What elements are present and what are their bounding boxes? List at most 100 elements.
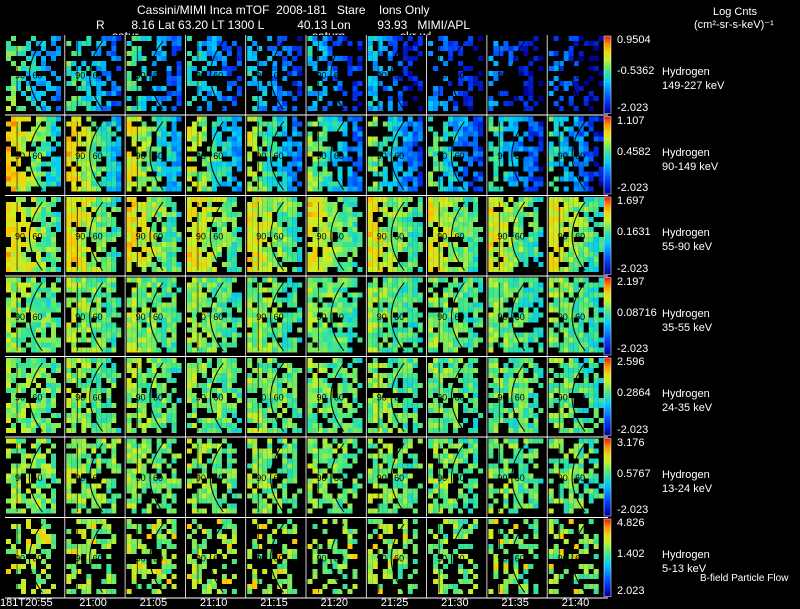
panel-annotation-90: 90 bbox=[497, 70, 507, 80]
energy-range-label: 55-90 keV bbox=[662, 241, 713, 254]
units-label-line1: Log Cnts bbox=[713, 6, 758, 18]
panel-annotation-60: 60 bbox=[32, 553, 42, 563]
heatmap-panel: 90 60 bbox=[547, 518, 607, 598]
heatmap-panel: 90 60 bbox=[5, 437, 65, 517]
heatmap-panel: 90 60 bbox=[366, 518, 427, 598]
heatmap-panel: 90 60 bbox=[427, 196, 487, 276]
panel-annotation-60: 60 bbox=[213, 312, 223, 322]
panel-annotation-60: 60 bbox=[32, 392, 42, 402]
panel-annotation-90: 90 bbox=[196, 473, 206, 483]
heatmap-panel: 90 60 bbox=[246, 518, 306, 598]
panel-annotation-90: 90 bbox=[497, 312, 507, 322]
panel-annotation-90: 90 bbox=[15, 312, 25, 322]
panel-annotation-90: 90 bbox=[437, 473, 447, 483]
panel-annotation-60: 60 bbox=[454, 312, 464, 322]
panel-annotation-90: 90 bbox=[497, 473, 507, 483]
heatmap-panel: 90 60 bbox=[547, 276, 607, 356]
heatmap-panel: 90 60 bbox=[185, 518, 246, 598]
panel-annotation-90: 90 bbox=[377, 151, 387, 161]
panel-annotation-90: 90 bbox=[558, 473, 568, 483]
panel-annotation-60: 60 bbox=[394, 151, 404, 161]
heatmap-panel: 90 60 bbox=[427, 115, 487, 195]
panel-annotation-90: 90 bbox=[75, 312, 85, 322]
colorbar-max-label: 2.596 bbox=[617, 356, 645, 368]
heatmap-panel: 90 60 bbox=[65, 437, 125, 517]
panel-annotation-90: 90 bbox=[256, 473, 266, 483]
panel-annotation-60: 60 bbox=[153, 151, 163, 161]
panel-annotation-90: 90 bbox=[497, 553, 507, 563]
panel-annotation-90: 90 bbox=[15, 392, 25, 402]
panel-annotation-90: 90 bbox=[196, 70, 206, 80]
colorbar-min-label: -2.023 bbox=[617, 504, 649, 516]
panel-annotation-90: 90 bbox=[196, 312, 206, 322]
colorbar-mid-label: 0.4582 bbox=[617, 145, 651, 158]
heatmap-panel: 90 60 bbox=[366, 196, 427, 276]
heatmap-panel: 90 60 bbox=[125, 518, 185, 598]
panel-annotation-90: 90 bbox=[377, 312, 387, 322]
panel-annotation-90: 90 bbox=[377, 553, 387, 563]
colorbar-max-label: 4.826 bbox=[617, 517, 645, 529]
panel-annotation-60: 60 bbox=[93, 392, 103, 402]
panel-annotation-90: 90 bbox=[558, 151, 568, 161]
heatmap-panel: 90 60 bbox=[487, 115, 547, 195]
time-tick-label: 21:20 bbox=[320, 597, 349, 609]
species-label: Hydrogen bbox=[662, 549, 710, 562]
heatmap-panel: 90 60 bbox=[65, 196, 125, 276]
species-label: Hydrogen bbox=[662, 388, 710, 401]
panel-annotation-60: 60 bbox=[334, 70, 344, 80]
heatmap-panel: 90 60 bbox=[65, 276, 125, 356]
colorbar-mid-label: 0.1631 bbox=[617, 226, 651, 239]
time-tick-label: 21:10 bbox=[199, 597, 228, 609]
heatmap-panel: 90 60 bbox=[306, 35, 366, 115]
energy-range-label: 90-149 keV bbox=[662, 160, 719, 173]
panel-annotation-60: 60 bbox=[153, 392, 163, 402]
panel-annotation-60: 60 bbox=[274, 553, 284, 563]
panel-annotation-90: 90 bbox=[136, 231, 146, 241]
heatmap-panel: 90 60 bbox=[246, 196, 306, 276]
panel-annotation-60: 60 bbox=[274, 231, 284, 241]
heatmap-panel: 90 60 bbox=[547, 357, 607, 437]
heatmap-panel: 90 60 bbox=[487, 276, 547, 356]
panel-annotation-60: 60 bbox=[213, 70, 223, 80]
panel-annotation-90: 90 bbox=[377, 473, 387, 483]
heatmap-panel: 90 60 bbox=[185, 357, 246, 437]
panel-annotation-60: 60 bbox=[93, 70, 103, 80]
colorbar bbox=[603, 116, 612, 195]
heatmap-panel: 90 60 bbox=[185, 437, 246, 517]
panel-annotation-60: 60 bbox=[515, 473, 525, 483]
panel-annotation-60: 60 bbox=[394, 312, 404, 322]
colorbar-mid-label: 0.08716 bbox=[617, 306, 657, 319]
heatmap-panel: 90 60 bbox=[366, 276, 427, 356]
panel-annotation-90: 90 bbox=[377, 392, 387, 402]
panel-annotation-90: 90 bbox=[256, 151, 266, 161]
panel-annotation-90: 90 bbox=[196, 392, 206, 402]
panel-annotation-60: 60 bbox=[153, 312, 163, 322]
species-label: Hydrogen bbox=[662, 307, 710, 320]
panel-annotation-90: 90 bbox=[558, 312, 568, 322]
colorbar-max-label: 0.9504 bbox=[617, 34, 651, 46]
panel-annotation-60: 60 bbox=[213, 553, 223, 563]
colorbar-min-label: 2.023 bbox=[617, 584, 645, 597]
panel-annotation-90: 90 bbox=[15, 151, 25, 161]
panel-annotation-60: 60 bbox=[93, 473, 103, 483]
panel-annotation-90: 90 bbox=[256, 231, 266, 241]
panel-annotation-60: 60 bbox=[575, 70, 585, 80]
heatmap-panel: 90 60 bbox=[125, 35, 185, 115]
panel-annotation-60: 60 bbox=[93, 312, 103, 322]
time-tick-label: 21:35 bbox=[501, 597, 529, 609]
panel-annotation-60: 60 bbox=[575, 392, 585, 402]
panel-annotation-60: 60 bbox=[575, 473, 585, 483]
panel-annotation-60: 60 bbox=[153, 70, 163, 80]
time-tick-label: 21:05 bbox=[139, 597, 168, 609]
heatmap-panel: 90 60 bbox=[185, 276, 246, 356]
panel-annotation-60: 60 bbox=[32, 473, 42, 483]
panel-annotation-60: 60 bbox=[213, 473, 223, 483]
panel-annotation-90: 90 bbox=[196, 231, 206, 241]
colorbar-min-label: -2.023 bbox=[617, 343, 649, 355]
panel-annotation-60: 60 bbox=[93, 151, 103, 161]
panel-annotation-90: 90 bbox=[317, 312, 327, 322]
energy-range-label: 35-55 keV bbox=[662, 321, 713, 334]
heatmap-panel: 90 60 bbox=[547, 196, 607, 276]
colorbar bbox=[603, 438, 612, 517]
panel-annotation-90: 90 bbox=[15, 70, 25, 80]
